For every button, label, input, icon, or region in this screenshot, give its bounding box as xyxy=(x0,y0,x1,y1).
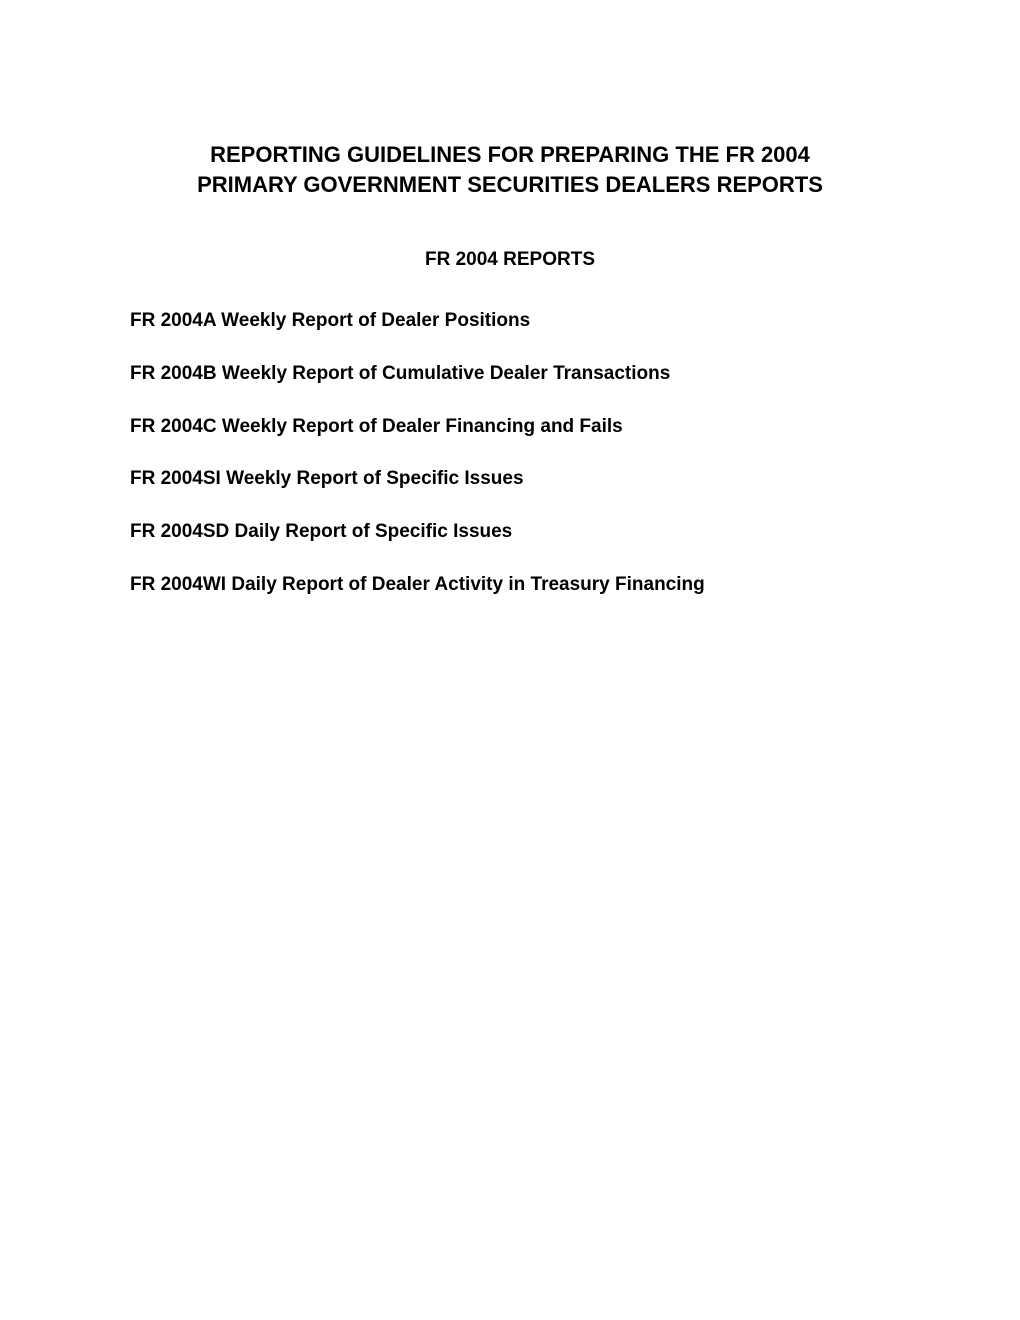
title-line-2: PRIMARY GOVERNMENT SECURITIES DEALERS RE… xyxy=(197,172,823,197)
title-line-1: REPORTING GUIDELINES FOR PREPARING THE F… xyxy=(210,142,810,167)
report-item: FR 2004SD Daily Report of Specific Issue… xyxy=(130,520,890,545)
document-title: REPORTING GUIDELINES FOR PREPARING THE F… xyxy=(130,140,890,199)
report-item: FR 2004B Weekly Report of Cumulative Dea… xyxy=(130,362,890,387)
document-subtitle: FR 2004 REPORTS xyxy=(130,249,890,271)
report-item: FR 2004WI Daily Report of Dealer Activit… xyxy=(130,573,890,598)
report-item: FR 2004C Weekly Report of Dealer Financi… xyxy=(130,415,890,440)
report-item: FR 2004A Weekly Report of Dealer Positio… xyxy=(130,309,890,334)
report-item: FR 2004SI Weekly Report of Specific Issu… xyxy=(130,467,890,492)
